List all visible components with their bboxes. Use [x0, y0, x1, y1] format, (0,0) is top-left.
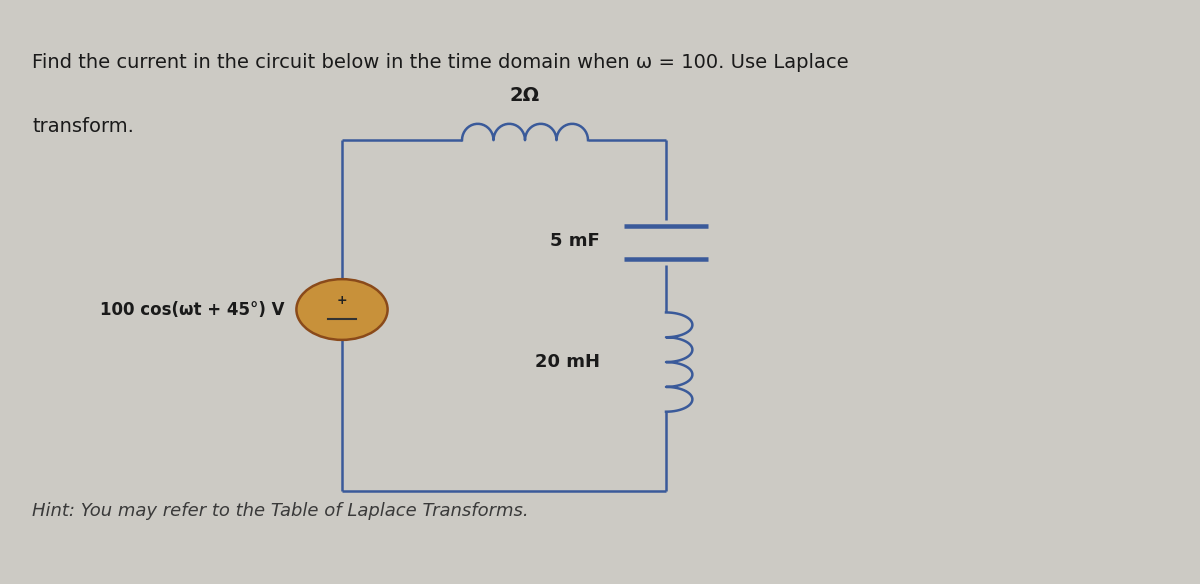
Text: transform.: transform.: [32, 117, 134, 136]
Text: 5 mF: 5 mF: [551, 232, 600, 249]
Text: 100 cos(ωt + 45°) V: 100 cos(ωt + 45°) V: [100, 301, 284, 318]
Text: +: +: [337, 294, 347, 307]
Text: Find the current in the circuit below in the time domain when ω = 100. Use Lapla: Find the current in the circuit below in…: [32, 53, 850, 72]
Ellipse shape: [296, 279, 388, 340]
Text: 2Ω: 2Ω: [510, 86, 540, 105]
Text: Hint: You may refer to the Table of Laplace Transforms.: Hint: You may refer to the Table of Lapl…: [32, 502, 529, 520]
Text: 20 mH: 20 mH: [535, 353, 600, 371]
